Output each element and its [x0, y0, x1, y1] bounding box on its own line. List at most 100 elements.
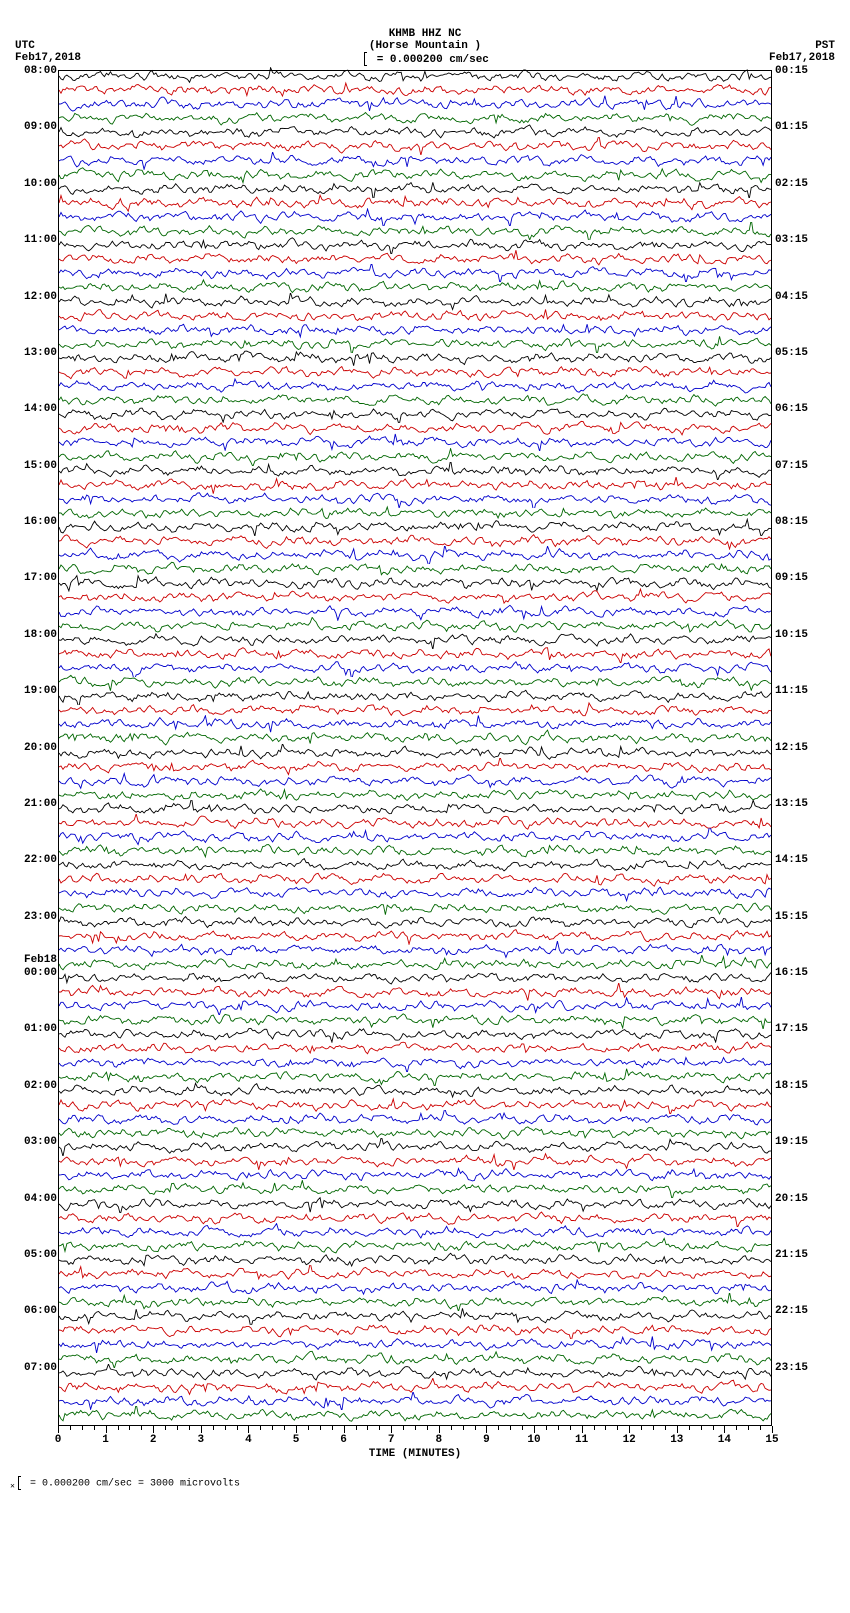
x-tick: [248, 1426, 249, 1433]
x-tick-label: 13: [670, 1434, 683, 1446]
x-tick: [582, 1426, 583, 1433]
x-minor-tick: [379, 1426, 380, 1430]
x-tick: [344, 1426, 345, 1433]
header: UTC Feb17,2018 KHMB HHZ NC (Horse Mounta…: [10, 10, 840, 70]
x-tick-label: 2: [150, 1434, 157, 1446]
x-minor-tick: [522, 1426, 523, 1430]
seismogram-trace: [59, 1406, 771, 1424]
utc-time-label: 10:00: [12, 178, 57, 190]
x-axis-title: TIME (MINUTES): [58, 1448, 772, 1460]
pst-time-label: 16:15: [775, 967, 825, 979]
x-tick-label: 1: [102, 1434, 109, 1446]
tz-right-label: PST: [769, 40, 835, 52]
x-tick: [153, 1426, 154, 1433]
utc-time-label: 22:00: [12, 854, 57, 866]
x-minor-tick: [356, 1426, 357, 1430]
date-right-label: Feb17,2018: [769, 52, 835, 64]
pst-time-label: 13:15: [775, 798, 825, 810]
pst-time-label: 12:15: [775, 742, 825, 754]
x-minor-tick: [403, 1426, 404, 1430]
utc-time-label: 08:00: [12, 65, 57, 77]
scale-bar-icon: [18, 1476, 21, 1490]
x-minor-tick: [237, 1426, 238, 1430]
x-tick-label: 5: [293, 1434, 300, 1446]
pst-time-label: 23:15: [775, 1362, 825, 1374]
x-tick: [58, 1426, 59, 1433]
x-minor-tick: [748, 1426, 749, 1430]
x-tick-label: 8: [435, 1434, 442, 1446]
x-tick-label: 7: [388, 1434, 395, 1446]
x-tick: [439, 1426, 440, 1433]
utc-time-label: 05:00: [12, 1249, 57, 1261]
x-tick-label: 6: [340, 1434, 347, 1446]
pst-time-label: 04:15: [775, 291, 825, 303]
x-minor-tick: [546, 1426, 547, 1430]
pst-time-label: 03:15: [775, 234, 825, 246]
x-tick-label: 12: [623, 1434, 636, 1446]
x-minor-tick: [594, 1426, 595, 1430]
x-tick: [106, 1426, 107, 1433]
x-tick-label: 11: [575, 1434, 588, 1446]
x-tick: [201, 1426, 202, 1433]
x-tick: [296, 1426, 297, 1433]
x-tick-label: 0: [55, 1434, 62, 1446]
x-minor-tick: [165, 1426, 166, 1430]
x-minor-tick: [736, 1426, 737, 1430]
x-minor-tick: [641, 1426, 642, 1430]
pst-time-label: 19:15: [775, 1136, 825, 1148]
x-minor-tick: [463, 1426, 464, 1430]
x-minor-tick: [665, 1426, 666, 1430]
x-minor-tick: [605, 1426, 606, 1430]
x-minor-tick: [713, 1426, 714, 1430]
pst-time-label: 05:15: [775, 347, 825, 359]
pst-time-label: 07:15: [775, 460, 825, 472]
x-minor-tick: [689, 1426, 690, 1430]
x-minor-tick: [70, 1426, 71, 1430]
pst-time-label: 11:15: [775, 685, 825, 697]
helicorder-container: UTC Feb17,2018 KHMB HHZ NC (Horse Mounta…: [10, 10, 840, 1491]
scale-bar-icon: [364, 52, 367, 66]
header-right: PST Feb17,2018: [769, 40, 835, 64]
utc-date-break: Feb18: [12, 954, 57, 966]
pst-time-label: 20:15: [775, 1193, 825, 1205]
utc-time-label: 20:00: [12, 742, 57, 754]
x-minor-tick: [332, 1426, 333, 1430]
x-tick: [486, 1426, 487, 1433]
pst-time-label: 21:15: [775, 1249, 825, 1261]
pst-time-label: 09:15: [775, 572, 825, 584]
x-tick-label: 10: [527, 1434, 540, 1446]
x-minor-tick: [225, 1426, 226, 1430]
x-minor-tick: [701, 1426, 702, 1430]
x-minor-tick: [510, 1426, 511, 1430]
x-minor-tick: [82, 1426, 83, 1430]
x-minor-tick: [177, 1426, 178, 1430]
x-minor-tick: [94, 1426, 95, 1430]
x-tick-label: 15: [765, 1434, 778, 1446]
x-tick: [677, 1426, 678, 1433]
x-minor-tick: [760, 1426, 761, 1430]
location-label: (Horse Mountain ): [10, 40, 840, 52]
x-tick: [629, 1426, 630, 1433]
x-minor-tick: [141, 1426, 142, 1430]
x-tick: [724, 1426, 725, 1433]
utc-time-label: 07:00: [12, 1362, 57, 1374]
utc-time-label: 16:00: [12, 516, 57, 528]
scale-legend: = 0.000200 cm/sec: [10, 52, 840, 66]
footer-scale: × = 0.000200 cm/sec = 3000 microvolts: [10, 1476, 840, 1492]
x-tick-label: 14: [718, 1434, 731, 1446]
x-tick: [772, 1426, 773, 1433]
utc-time-label: 00:00: [12, 967, 57, 979]
utc-time-label: 13:00: [12, 347, 57, 359]
utc-time-label: 01:00: [12, 1023, 57, 1035]
pst-time-label: 06:15: [775, 403, 825, 415]
x-minor-tick: [653, 1426, 654, 1430]
utc-time-label: 15:00: [12, 460, 57, 472]
x-minor-tick: [320, 1426, 321, 1430]
utc-time-label: 19:00: [12, 685, 57, 697]
helicorder-plot: 08:0000:1509:0001:1510:0002:1511:0003:15…: [58, 70, 772, 1426]
utc-time-label: 06:00: [12, 1305, 57, 1317]
x-minor-tick: [118, 1426, 119, 1430]
pst-time-label: 08:15: [775, 516, 825, 528]
pst-time-label: 18:15: [775, 1080, 825, 1092]
x-tick-label: 9: [483, 1434, 490, 1446]
